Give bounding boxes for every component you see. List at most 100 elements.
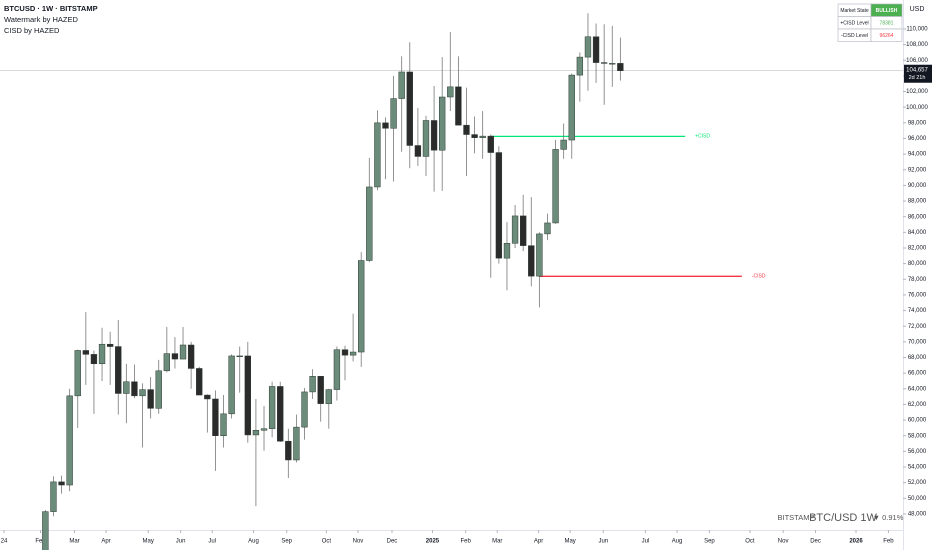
x-tick-label: Apr: [101, 539, 110, 545]
candle-body: [131, 381, 138, 397]
candle-body: [285, 440, 292, 461]
candle-body: [155, 370, 162, 409]
candle-body: [268, 386, 276, 429]
y-tick-label: 98,000: [908, 120, 927, 126]
x-tick-label: Jul: [208, 539, 216, 545]
y-tick-label: 66,000: [908, 371, 927, 377]
candle-body: [98, 343, 106, 365]
y-tick-label: 48,000: [908, 512, 927, 518]
x-tick-label: May: [564, 539, 575, 545]
cisd-label: +CISD: [695, 134, 710, 140]
candle-body: [617, 63, 624, 71]
x-tick-label: Feb: [35, 539, 46, 545]
watermark-change: ▼ 0.91%: [873, 513, 904, 522]
candle-body: [50, 481, 57, 512]
y-tick-label: 96,000: [908, 136, 927, 142]
x-tick-label: 2026: [849, 539, 863, 545]
candle-body: [196, 368, 203, 396]
x-tick-label: Feb: [461, 539, 472, 545]
x-tick-label: May: [143, 539, 154, 545]
candle-body: [600, 62, 608, 64]
candle-body: [609, 63, 616, 65]
candle-body: [90, 354, 98, 365]
candle-body: [293, 426, 300, 461]
y-tick-label: 52,000: [908, 480, 927, 486]
y-tick-label: 60,000: [908, 418, 927, 424]
x-tick-label: Nov: [778, 539, 789, 545]
table-text: Market State: [840, 8, 869, 14]
x-tick-label: 24: [1, 539, 8, 545]
y-tick-label: 56,000: [908, 449, 927, 455]
x-tick-label: Jun: [599, 539, 609, 545]
candle-body: [187, 344, 195, 369]
candle-body: [455, 86, 462, 126]
candle-body: [82, 350, 90, 355]
candle-body: [414, 145, 422, 157]
countdown-label: 2d 21h: [909, 75, 926, 81]
candle-body: [487, 135, 494, 153]
y-tick-label: 86,000: [908, 214, 927, 220]
y-tick-label: 78,000: [908, 277, 927, 283]
candle-body: [236, 355, 243, 357]
candle-body: [382, 122, 389, 129]
candle-body: [244, 355, 251, 436]
x-tick-label: Mar: [69, 539, 79, 545]
y-tick-label: 54,000: [908, 465, 927, 471]
y-tick-label: 58,000: [908, 433, 927, 439]
table-text: +CISD Level: [840, 20, 868, 26]
candle-body: [592, 36, 600, 63]
candle-body: [220, 413, 227, 436]
x-tick-label: 2025: [426, 539, 440, 545]
x-tick-label: Dec: [387, 539, 398, 545]
y-tick-label: 64,000: [908, 386, 927, 392]
y-tick-label: 50,000: [908, 496, 927, 502]
cisd-label: -CISD: [752, 274, 766, 280]
candle-body: [228, 355, 235, 415]
candle-body: [503, 243, 511, 259]
candle-body: [422, 120, 430, 157]
y-tick-label: 80,000: [908, 261, 927, 267]
y-tick-label: 74,000: [908, 308, 927, 314]
candle-body: [139, 389, 146, 397]
x-tick-label: Aug: [248, 539, 259, 545]
table-text: 96264: [880, 33, 894, 39]
candle-body: [366, 186, 373, 261]
candle-body: [576, 56, 584, 76]
candle-body: [317, 376, 324, 404]
candle-body: [568, 74, 575, 141]
y-tick-label: 84,000: [908, 230, 927, 236]
x-tick-label: Nov: [353, 539, 364, 545]
candle-body: [471, 134, 478, 138]
candle-body: [358, 260, 365, 353]
candle-body: [277, 386, 284, 442]
x-tick-label: Aug: [672, 539, 683, 545]
y-tick-label: 88,000: [908, 199, 927, 205]
candle-body: [212, 398, 219, 436]
candle-body: [349, 351, 357, 356]
table-text: 78381: [880, 20, 894, 26]
watermark-exchange: BITSTAMP: [778, 513, 815, 522]
y-tick-label: 108,000: [906, 42, 928, 48]
x-tick-label: Mar: [492, 539, 502, 545]
candle-body: [204, 394, 211, 400]
candle-body: [463, 124, 470, 135]
table-text: BULLISH: [876, 8, 898, 14]
last-price-label: 104,657: [906, 67, 928, 73]
x-tick-label: Oct: [745, 539, 755, 545]
candle-body: [398, 71, 405, 99]
candle-body: [42, 511, 49, 550]
candle-body: [66, 395, 73, 486]
y-tick-label: 82,000: [908, 246, 927, 252]
candle-body: [584, 36, 592, 58]
candle-body: [536, 233, 543, 277]
y-tick-label: 76,000: [908, 293, 927, 299]
candle-body: [544, 222, 551, 235]
last-price-box: [904, 64, 932, 83]
x-tick-label: Sep: [704, 539, 715, 545]
y-tick-label: 68,000: [908, 355, 927, 361]
y-tick-label: 72,000: [908, 324, 927, 330]
candle-body: [123, 381, 130, 394]
